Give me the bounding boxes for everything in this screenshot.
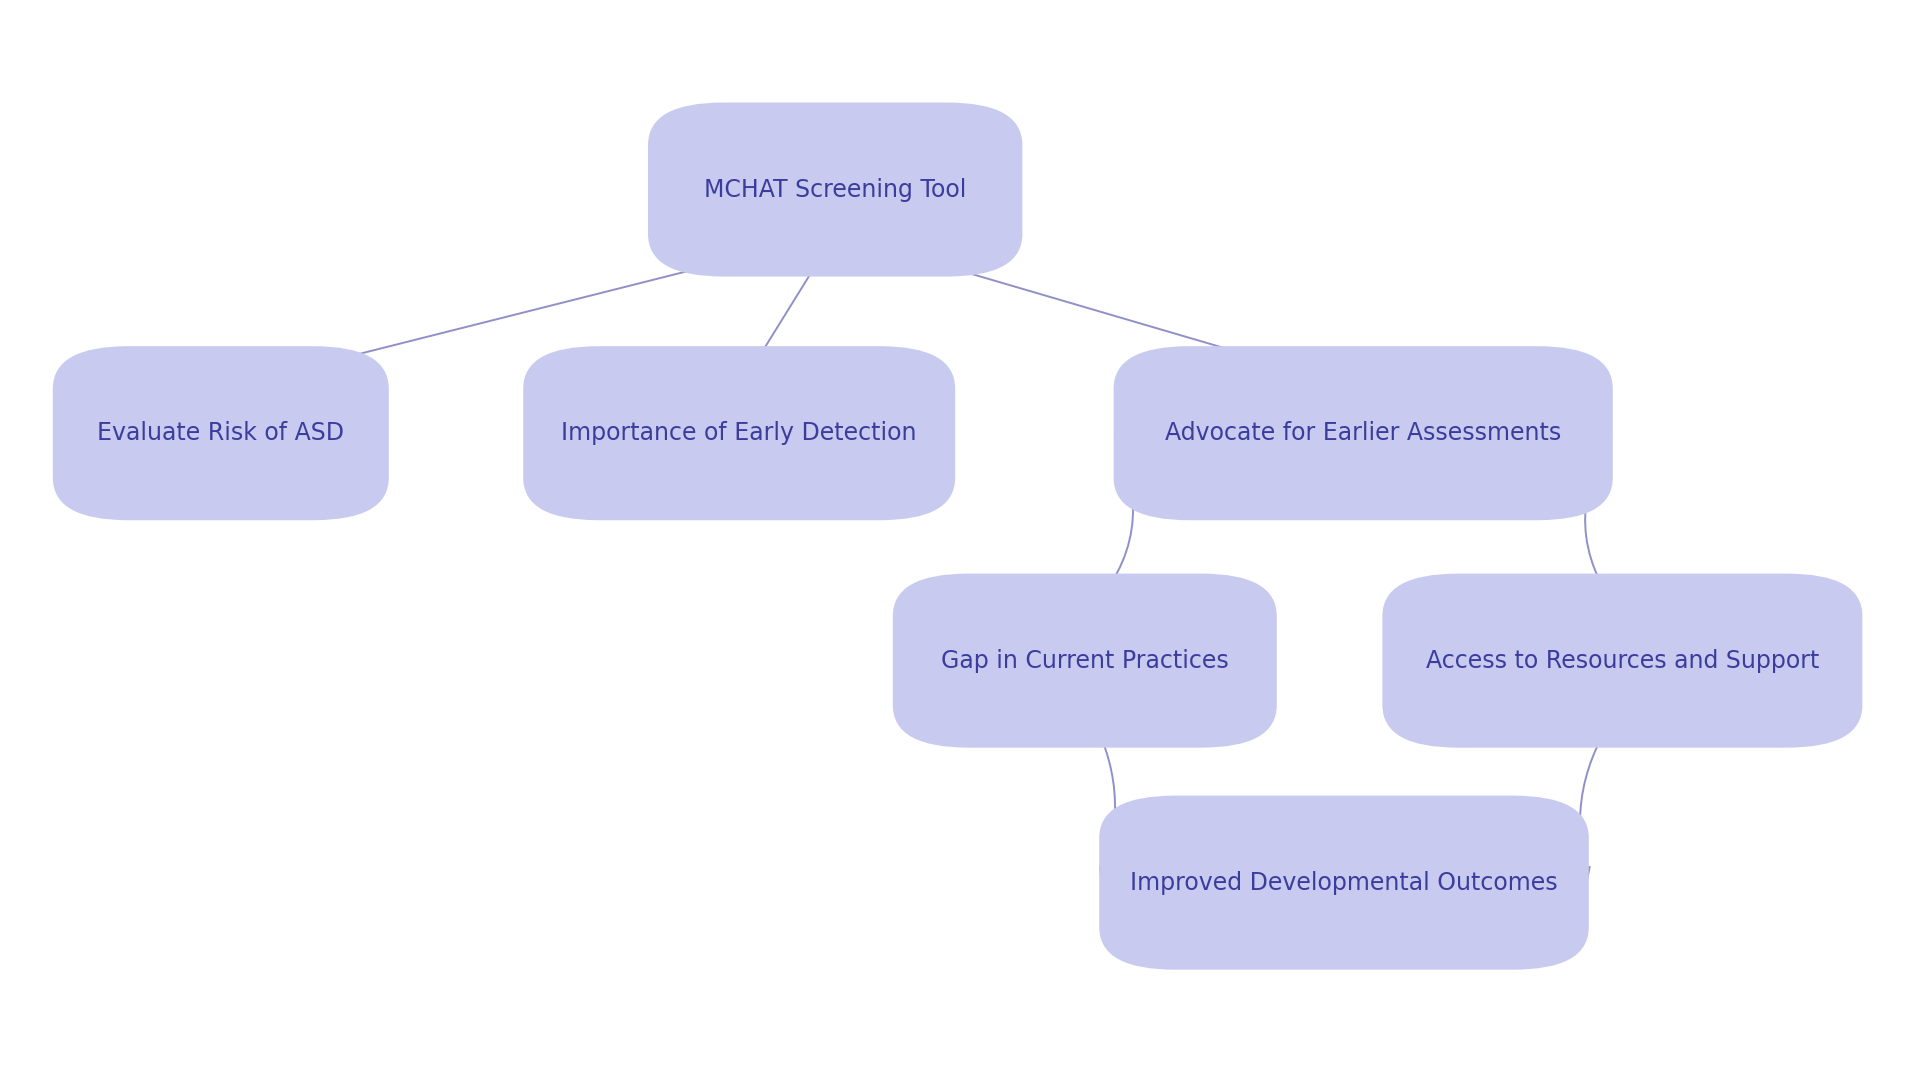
Text: Improved Developmental Outcomes: Improved Developmental Outcomes bbox=[1131, 871, 1557, 895]
Text: Evaluate Risk of ASD: Evaluate Risk of ASD bbox=[98, 421, 344, 445]
Text: Access to Resources and Support: Access to Resources and Support bbox=[1427, 649, 1818, 673]
FancyBboxPatch shape bbox=[893, 574, 1277, 747]
FancyBboxPatch shape bbox=[1382, 574, 1862, 747]
Text: MCHAT Screening Tool: MCHAT Screening Tool bbox=[705, 178, 966, 201]
FancyBboxPatch shape bbox=[1114, 347, 1613, 520]
Text: Advocate for Earlier Assessments: Advocate for Earlier Assessments bbox=[1165, 421, 1561, 445]
Text: Gap in Current Practices: Gap in Current Practices bbox=[941, 649, 1229, 673]
FancyBboxPatch shape bbox=[522, 347, 956, 520]
FancyBboxPatch shape bbox=[649, 103, 1021, 276]
FancyBboxPatch shape bbox=[54, 347, 388, 520]
Text: Importance of Early Detection: Importance of Early Detection bbox=[561, 421, 918, 445]
FancyBboxPatch shape bbox=[1098, 796, 1590, 969]
